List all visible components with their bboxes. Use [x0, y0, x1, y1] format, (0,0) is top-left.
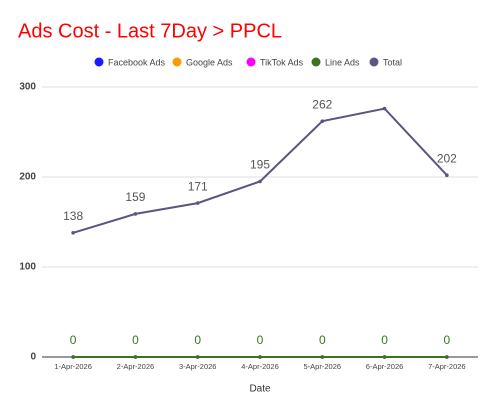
point [133, 355, 138, 359]
point [382, 106, 387, 111]
legend-marker [94, 57, 104, 67]
point [445, 355, 449, 359]
x-tick-label: 6-Apr-2026 [366, 362, 404, 371]
legend-label: TikTok Ads [260, 57, 304, 67]
legend-marker [311, 57, 321, 67]
legend-label: Facebook Ads [108, 57, 166, 67]
chart-title: Ads Cost - Last 7Day > PPCL [18, 20, 282, 42]
point [320, 119, 325, 123]
x-tick-label: 1-Apr-2026 [54, 362, 92, 371]
data-label: 262 [312, 97, 332, 111]
data-label: 0 [257, 333, 264, 347]
x-tick-label: 4-Apr-2026 [241, 362, 279, 371]
x-tick-label: 7-Apr-2026 [428, 362, 466, 371]
point [195, 201, 200, 205]
legend-label: Line Ads [325, 57, 360, 67]
legend-label: Total [383, 57, 402, 67]
point [382, 355, 387, 359]
x-axis-title: Date [249, 384, 271, 395]
point [133, 212, 138, 216]
data-label: 0 [70, 333, 77, 347]
y-tick-label: 100 [19, 262, 36, 273]
data-label: 159 [125, 190, 145, 204]
y-tick-label: 300 [19, 82, 36, 93]
legend-marker [369, 57, 379, 67]
point [71, 231, 75, 235]
legend-marker [172, 57, 182, 67]
data-label: 0 [132, 333, 139, 347]
x-tick-label: 2-Apr-2026 [117, 362, 155, 371]
point [258, 179, 262, 184]
x-tick-label: 3-Apr-2026 [179, 362, 217, 371]
data-label: 0 [381, 333, 388, 347]
data-label: 0 [319, 333, 326, 347]
y-tick-label: 200 [19, 172, 36, 183]
legend-label: Google Ads [186, 57, 233, 67]
data-label: 0 [444, 333, 451, 347]
data-label: 195 [250, 158, 270, 172]
x-tick-label: 5-Apr-2026 [304, 362, 342, 371]
point [445, 173, 449, 177]
point [320, 355, 325, 359]
legend-marker [246, 57, 256, 67]
data-label: 138 [63, 209, 83, 223]
data-label: 171 [188, 179, 208, 193]
data-label: 202 [437, 151, 457, 165]
y-tick-label: 0 [30, 352, 36, 363]
point [71, 355, 75, 359]
point [258, 355, 262, 359]
point [195, 355, 200, 359]
data-label: 0 [194, 333, 201, 347]
